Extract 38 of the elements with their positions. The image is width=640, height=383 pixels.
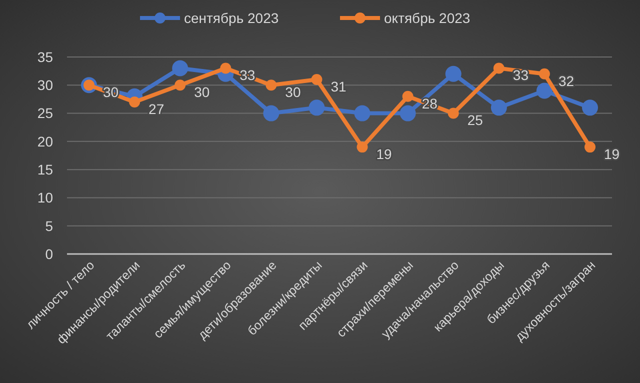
point	[536, 82, 552, 99]
data-label: 25	[467, 112, 484, 128]
point	[400, 105, 416, 122]
y-tick-label: 25	[37, 105, 54, 122]
y-tick-label: 5	[45, 218, 54, 234]
point	[263, 105, 280, 122]
point	[129, 96, 140, 108]
point	[172, 60, 188, 76]
point	[538, 68, 550, 80]
data-label: 31	[330, 78, 347, 94]
y-tick-label: 30	[37, 77, 54, 94]
point	[311, 74, 322, 86]
data-label: 30	[285, 84, 301, 100]
point	[308, 100, 325, 116]
point	[448, 108, 459, 119]
point	[445, 66, 462, 82]
legend-label: сентябрь 2023	[184, 10, 279, 26]
point	[582, 100, 598, 116]
point	[354, 105, 370, 122]
point	[584, 142, 596, 153]
point	[356, 142, 368, 153]
y-tick-label: 35	[37, 48, 54, 65]
y-tick-label: 20	[37, 133, 54, 150]
point	[174, 80, 186, 91]
y-tick-label: 15	[37, 161, 54, 178]
point	[402, 90, 414, 102]
point	[490, 100, 507, 116]
data-label: 27	[148, 100, 164, 117]
legend-label: октябрь 2023	[384, 10, 470, 26]
y-tick-label: 0	[45, 246, 54, 262]
point	[493, 62, 504, 74]
point	[220, 62, 232, 74]
data-label: 32	[558, 72, 574, 89]
y-tick-label: 10	[37, 190, 54, 206]
data-label: 30	[194, 84, 210, 100]
data-label: 19	[604, 146, 620, 162]
data-label: 19	[376, 146, 392, 162]
point	[266, 80, 277, 91]
